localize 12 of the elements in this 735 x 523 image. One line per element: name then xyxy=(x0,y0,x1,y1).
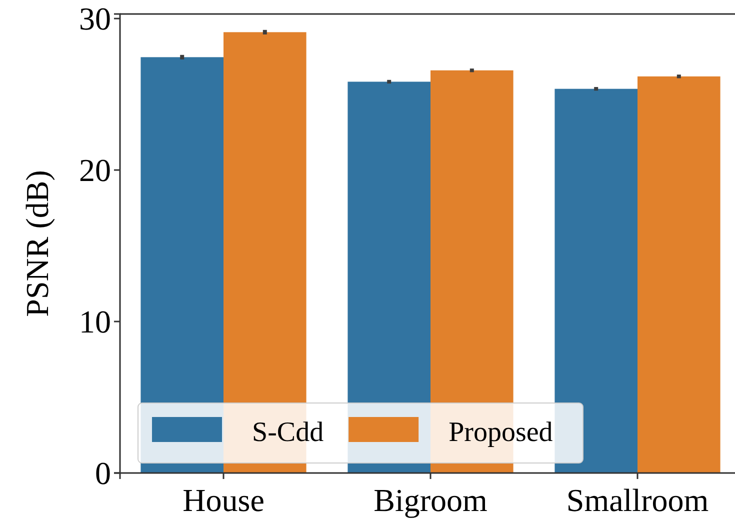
bar xyxy=(554,88,638,473)
legend-label: S-Cdd xyxy=(252,417,324,448)
y-tick-label: 20 xyxy=(79,152,111,188)
y-tick-label: 0 xyxy=(95,455,111,492)
y-tick-label: 10 xyxy=(79,304,111,340)
bar xyxy=(638,76,720,473)
legend-label: Proposed xyxy=(448,417,553,448)
y-axis-title: PSNR (dB) xyxy=(19,170,55,317)
y-tick-label: 30 xyxy=(79,0,111,37)
x-tick-label: House xyxy=(182,482,264,518)
x-tick-label: Bigroom xyxy=(374,482,488,518)
x-tick-label: Smallroom xyxy=(566,482,709,518)
